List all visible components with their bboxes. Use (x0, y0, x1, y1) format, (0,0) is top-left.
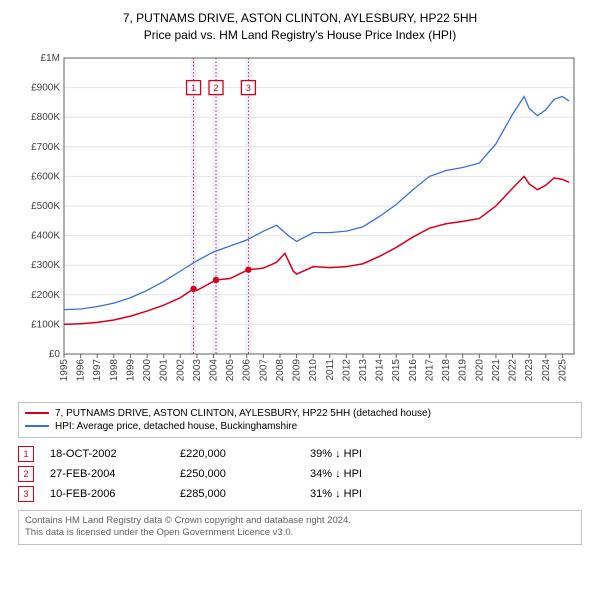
legend-label: 7, PUTNAMS DRIVE, ASTON CLINTON, AYLESBU… (55, 408, 431, 419)
svg-text:£0: £0 (49, 349, 61, 360)
chart-svg: £0 £100K £200K £300K £400K £500K £600K £700K £80… (20, 52, 580, 392)
marker-price: £220,000 (180, 448, 310, 460)
svg-text:1995: 1995 (59, 358, 70, 381)
marker-delta: 39% ↓ HPI (310, 448, 362, 460)
svg-text:£1M: £1M (41, 53, 60, 64)
svg-text:2011: 2011 (325, 358, 336, 380)
marker-badge: 2 (18, 466, 34, 482)
chart-title: 7, PUTNAMS DRIVE, ASTON CLINTON, AYLESBU… (10, 10, 590, 44)
chart-area: £0 £100K £200K £300K £400K £500K £600K £700K £80… (20, 52, 580, 392)
footer: Contains HM Land Registry data © Crown c… (18, 510, 582, 546)
marker-date: 10-FEB-2006 (50, 488, 180, 500)
svg-text:1996: 1996 (76, 358, 87, 381)
marker-row: 1 18-OCT-2002£220,00039% ↓ HPI (18, 444, 582, 464)
svg-text:2013: 2013 (358, 358, 369, 381)
svg-text:2019: 2019 (458, 358, 469, 381)
svg-text:£400K: £400K (31, 230, 60, 241)
legend-row: HPI: Average price, detached house, Buck… (25, 420, 575, 433)
svg-text:2017: 2017 (424, 358, 435, 381)
svg-text:2014: 2014 (375, 358, 386, 381)
marker-price: £250,000 (180, 468, 310, 480)
marker-table: 1 18-OCT-2002£220,00039% ↓ HPI 2 27-FEB-200… (18, 444, 582, 504)
svg-text:£700K: £700K (31, 141, 60, 152)
svg-text:2006: 2006 (242, 358, 253, 381)
svg-text:2: 2 (213, 83, 218, 93)
svg-text:2020: 2020 (474, 358, 485, 381)
svg-text:2004: 2004 (209, 358, 220, 381)
svg-text:2022: 2022 (508, 358, 519, 381)
svg-text:£200K: £200K (31, 289, 60, 300)
svg-text:2015: 2015 (391, 358, 402, 381)
svg-text:1: 1 (191, 83, 196, 93)
marker-date: 18-OCT-2002 (50, 448, 180, 460)
svg-text:2018: 2018 (441, 358, 452, 381)
svg-text:2016: 2016 (408, 358, 419, 381)
marker-badge: 1 (18, 446, 34, 462)
marker-date: 27-FEB-2004 (50, 468, 180, 480)
svg-text:2012: 2012 (341, 358, 352, 381)
svg-text:2021: 2021 (491, 358, 502, 381)
marker-delta: 31% ↓ HPI (310, 488, 362, 500)
svg-text:£300K: £300K (31, 260, 60, 271)
svg-text:2009: 2009 (292, 358, 303, 381)
svg-text:2000: 2000 (142, 358, 153, 381)
svg-text:2008: 2008 (275, 358, 286, 381)
marker-row: 2 27-FEB-2004£250,00034% ↓ HPI (18, 464, 582, 484)
footer-line2: This data is licensed under the Open Gov… (25, 527, 575, 540)
svg-text:£800K: £800K (31, 112, 60, 123)
marker-delta: 34% ↓ HPI (310, 468, 362, 480)
svg-text:1997: 1997 (92, 358, 103, 381)
title-line1: 7, PUTNAMS DRIVE, ASTON CLINTON, AYLESBU… (10, 10, 590, 27)
svg-text:£900K: £900K (31, 82, 60, 93)
marker-badge: 3 (18, 486, 34, 502)
marker-row: 3 10-FEB-2006£285,00031% ↓ HPI (18, 484, 582, 504)
legend-swatch (25, 412, 49, 414)
svg-text:2003: 2003 (192, 358, 203, 381)
legend-row: 7, PUTNAMS DRIVE, ASTON CLINTON, AYLESBU… (25, 407, 575, 420)
svg-text:£500K: £500K (31, 201, 60, 212)
svg-text:2010: 2010 (308, 358, 319, 381)
svg-text:2005: 2005 (225, 358, 236, 381)
legend: 7, PUTNAMS DRIVE, ASTON CLINTON, AYLESBU… (18, 402, 582, 438)
legend-swatch (25, 425, 49, 427)
svg-text:£600K: £600K (31, 171, 60, 182)
svg-text:2025: 2025 (557, 358, 568, 381)
title-line2: Price paid vs. HM Land Registry's House … (10, 27, 590, 44)
footer-line1: Contains HM Land Registry data © Crown c… (25, 515, 575, 528)
svg-text:£100K: £100K (31, 319, 60, 330)
marker-price: £285,000 (180, 488, 310, 500)
svg-text:1999: 1999 (125, 358, 136, 381)
svg-text:1998: 1998 (109, 358, 120, 381)
legend-label: HPI: Average price, detached house, Buck… (55, 421, 297, 432)
svg-text:2001: 2001 (159, 358, 170, 381)
svg-text:2024: 2024 (541, 358, 552, 381)
svg-text:2007: 2007 (258, 358, 269, 381)
svg-text:2023: 2023 (524, 358, 535, 381)
svg-text:2002: 2002 (175, 358, 186, 381)
svg-text:3: 3 (246, 83, 251, 93)
